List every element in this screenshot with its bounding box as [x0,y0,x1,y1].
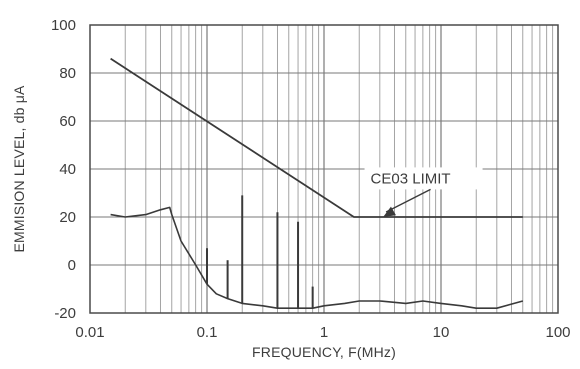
annotation-background [364,167,483,190]
plot-border [89,24,559,314]
y-axis-title: EMMISION LEVEL, db μA [11,85,27,253]
grid [90,25,558,313]
plot-frame [89,24,559,314]
x-tick-label: 0.01 [75,324,104,341]
x-tick-label: 1 [320,324,328,341]
annotations: CE03 LIMIT [364,167,483,217]
series-layer [110,57,524,310]
x-axis-title: FREQUENCY, F(MHz) [252,344,396,360]
y-tick-label: 40 [59,161,76,178]
tick-labels: 0.01 0.1 1 10 100 -20 0 20 40 60 80 100 [51,17,571,341]
y-tick-label: -20 [54,305,76,322]
x-tick-label: 100 [545,324,570,341]
emission-trace [110,206,524,310]
annotation-arrow-head [383,206,396,217]
y-tick-label: 80 [59,65,76,82]
y-tick-label: 0 [68,257,76,274]
y-tick-label: 100 [51,17,76,34]
ce03-limit-label: CE03 LIMIT [371,170,451,187]
x-tick-label: 10 [433,324,450,341]
x-tick-label: 0.1 [197,324,218,341]
y-tick-label: 20 [59,209,76,226]
annotation-arrow-shaft [385,188,431,213]
ce03-limit-line [110,57,523,218]
y-tick-label: 60 [59,113,76,130]
